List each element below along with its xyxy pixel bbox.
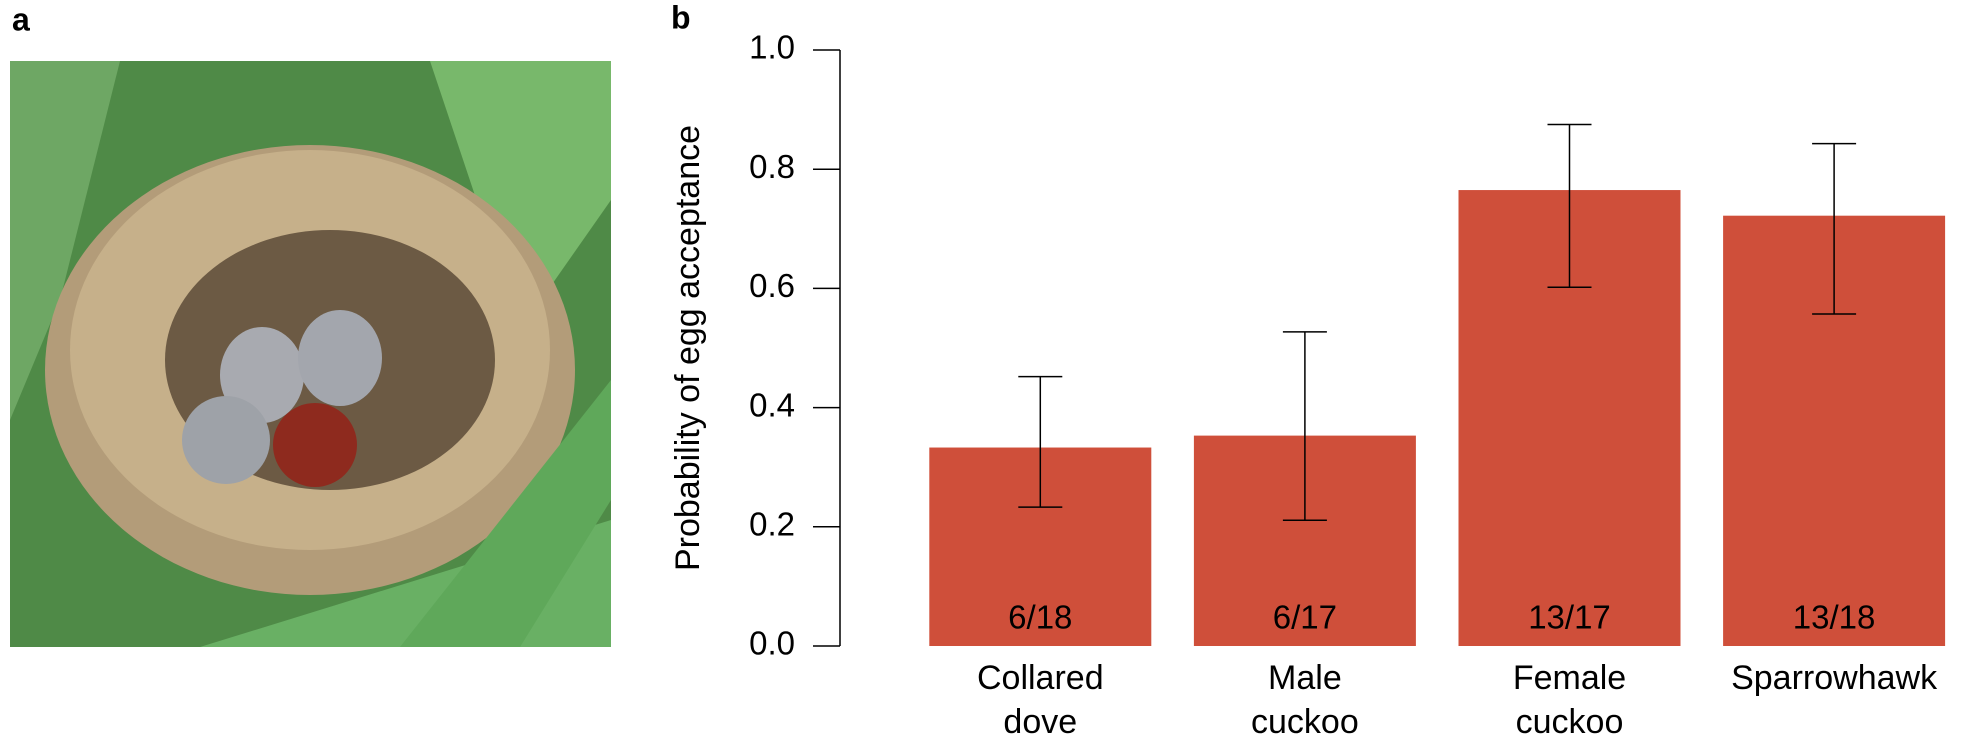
y-tick-label: 0.6 <box>749 267 795 304</box>
value-label: 13/18 <box>1793 599 1876 636</box>
panel-label: b <box>671 0 691 35</box>
y-tick-label: 0.0 <box>749 625 795 662</box>
x-tick-label: Sparrowhawk <box>1731 659 1938 697</box>
y-tick-label: 1.0 <box>749 29 795 66</box>
y-tick-label: 0.4 <box>749 386 795 423</box>
value-label: 13/17 <box>1528 599 1611 636</box>
panel-label: a <box>12 1 30 37</box>
x-tick-label: Collared dove <box>976 659 1104 738</box>
value-label: 6/17 <box>1273 599 1337 636</box>
photo <box>10 61 611 647</box>
x-tick-label: Female cuckoo <box>1512 659 1627 738</box>
y-tick-label: 0.2 <box>749 506 795 543</box>
y-axis-label: Probability of egg acceptance <box>669 125 707 571</box>
y-tick-label: 0.8 <box>749 148 795 185</box>
value-label: 6/18 <box>1008 599 1072 636</box>
x-tick-label: Male cuckoo <box>1251 659 1359 738</box>
